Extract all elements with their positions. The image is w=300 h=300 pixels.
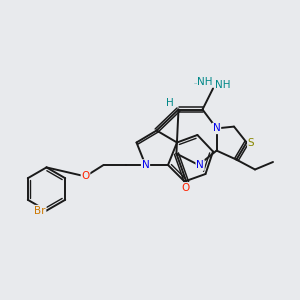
Text: imine: imine <box>194 83 198 85</box>
Text: Br: Br <box>34 206 46 216</box>
Text: N: N <box>213 123 220 134</box>
Text: O: O <box>81 171 90 182</box>
Text: H: H <box>166 98 173 108</box>
Text: S: S <box>248 137 254 148</box>
Text: NH: NH <box>215 80 231 90</box>
Text: N: N <box>196 160 204 170</box>
Text: O: O <box>181 183 189 193</box>
Text: N: N <box>142 160 149 170</box>
Text: NH: NH <box>197 76 213 87</box>
